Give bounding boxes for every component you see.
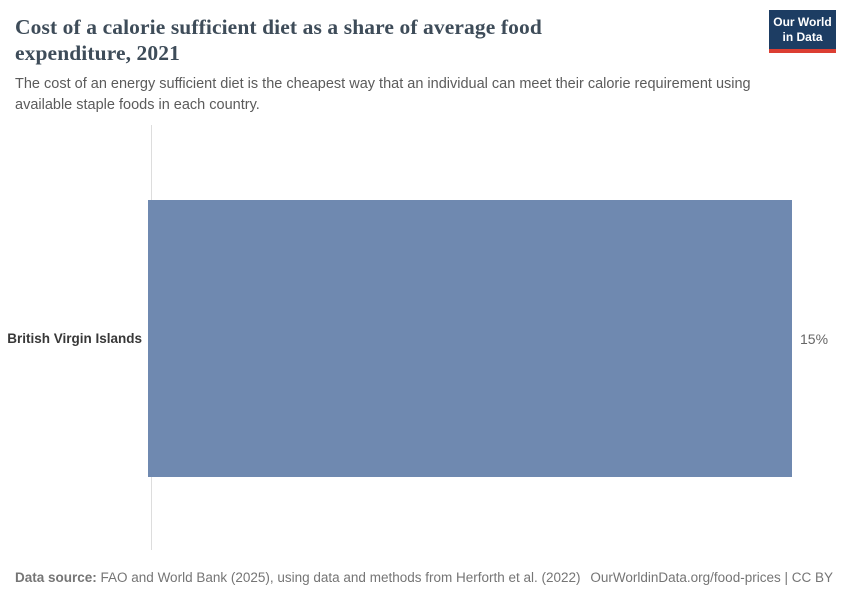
bar-row: British Virgin Islands 15% bbox=[0, 200, 850, 477]
footer-link[interactable]: OurWorldinData.org/food-prices bbox=[590, 570, 781, 585]
value-label: 15% bbox=[800, 330, 829, 347]
plot-area: British Virgin Islands 15% bbox=[0, 125, 850, 550]
bar-track bbox=[148, 200, 792, 477]
entity-label: British Virgin Islands bbox=[7, 331, 142, 346]
owid-logo-line1: Our World bbox=[773, 14, 832, 29]
footer-separator: | bbox=[780, 570, 792, 585]
owid-logo-line2: in Data bbox=[782, 29, 823, 44]
footer-source-text: FAO and World Bank (2025), using data an… bbox=[96, 570, 581, 585]
chart-subtitle: The cost of an energy sufficient diet is… bbox=[15, 76, 751, 113]
footer: Data source: FAO and World Bank (2025), … bbox=[15, 569, 833, 586]
footer-source-label: Data source: bbox=[15, 570, 97, 585]
footer-source: Data source: FAO and World Bank (2025), … bbox=[15, 569, 581, 586]
footer-links: OurWorldinData.org/food-prices | CC BY bbox=[590, 569, 833, 586]
footer-license: CC BY bbox=[791, 570, 833, 585]
bar[interactable] bbox=[148, 200, 792, 477]
owid-logo[interactable]: Our World in Data bbox=[769, 10, 836, 53]
chart-title: Cost of a calorie sufficient diet as a s… bbox=[15, 15, 542, 65]
